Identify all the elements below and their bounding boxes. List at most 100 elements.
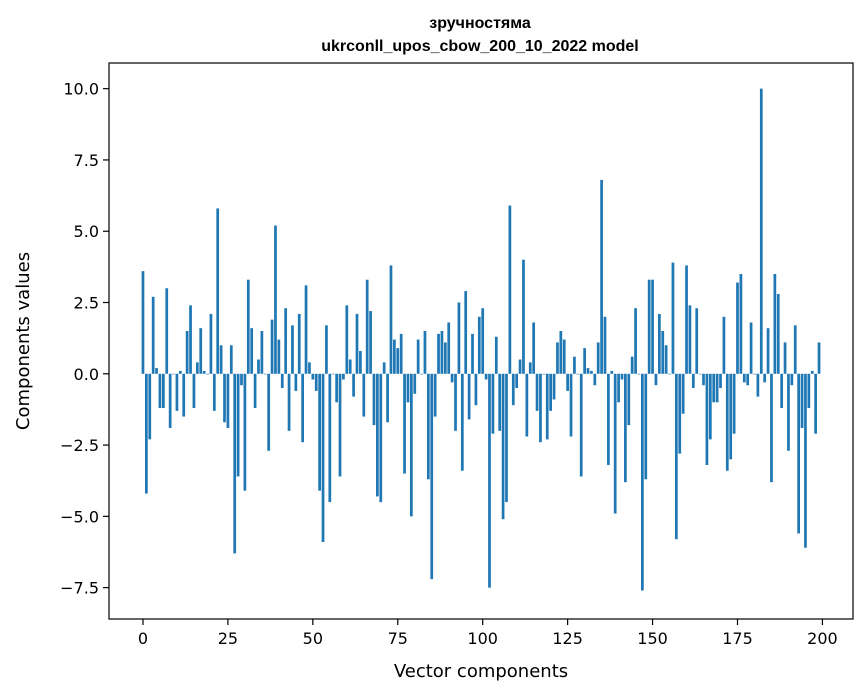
bar xyxy=(348,359,352,374)
bar xyxy=(637,373,641,375)
bar xyxy=(494,336,498,374)
bar xyxy=(749,322,753,374)
bar xyxy=(212,373,216,411)
bar xyxy=(246,279,250,374)
bar xyxy=(593,373,597,386)
bar xyxy=(420,373,423,375)
bar xyxy=(719,373,722,389)
bar xyxy=(423,331,427,374)
bar xyxy=(240,373,243,386)
bar xyxy=(559,331,563,374)
y-tick-label: 0.0 xyxy=(74,365,99,384)
bar xyxy=(369,311,372,374)
x-tick-label: 75 xyxy=(388,629,408,648)
bar xyxy=(199,328,203,374)
bar xyxy=(698,373,702,375)
bar xyxy=(426,373,430,480)
bar xyxy=(457,302,461,374)
bar xyxy=(576,373,580,375)
bar xyxy=(145,373,148,494)
bar xyxy=(549,373,552,411)
bar xyxy=(691,373,695,389)
bar xyxy=(732,373,736,434)
bar xyxy=(607,373,610,466)
bar xyxy=(355,313,359,374)
bar xyxy=(634,308,637,374)
bar xyxy=(715,373,719,403)
bar xyxy=(511,373,515,406)
x-tick-label: 150 xyxy=(637,629,668,648)
bar xyxy=(654,373,658,386)
bar xyxy=(562,339,566,374)
bar xyxy=(376,373,379,497)
bar xyxy=(277,339,281,374)
bar xyxy=(141,271,145,374)
bar xyxy=(345,305,349,374)
bar xyxy=(284,308,288,374)
bar xyxy=(467,373,471,420)
bar xyxy=(484,373,488,380)
bar xyxy=(243,373,247,491)
bar xyxy=(291,325,294,374)
bar xyxy=(182,373,186,417)
bar xyxy=(301,373,304,443)
bar xyxy=(389,265,393,374)
y-tick-label: 5.0 xyxy=(74,222,99,241)
bar xyxy=(804,373,807,548)
bar xyxy=(708,373,712,440)
bar xyxy=(773,273,777,374)
bar xyxy=(814,373,817,434)
bar xyxy=(610,370,614,374)
bar xyxy=(260,331,264,374)
bar xyxy=(410,373,413,517)
bar xyxy=(569,373,573,437)
bar xyxy=(304,285,308,374)
bar xyxy=(579,373,583,477)
bar xyxy=(399,333,403,374)
x-tick-label: 100 xyxy=(467,629,498,648)
bar xyxy=(206,373,209,375)
bar xyxy=(440,331,444,374)
bar xyxy=(219,345,223,374)
bar xyxy=(505,373,508,503)
bar xyxy=(172,373,175,375)
bar xyxy=(797,373,800,534)
bar xyxy=(342,373,345,380)
bar xyxy=(335,373,338,403)
y-axis-ticks: −7.5 −5.0 −2.5 0.0 2.5 5.0 7.5 10.0 xyxy=(60,80,109,598)
bar xyxy=(257,359,260,374)
bar xyxy=(753,373,756,375)
x-tick-label: 200 xyxy=(807,629,838,648)
bar xyxy=(464,291,468,374)
bar xyxy=(151,296,155,374)
bar xyxy=(528,362,532,374)
bar xyxy=(681,373,685,414)
bar xyxy=(644,373,648,480)
bar xyxy=(328,373,332,503)
bar xyxy=(651,279,654,374)
bar xyxy=(742,373,746,383)
bar xyxy=(515,373,519,389)
bar xyxy=(664,345,668,374)
bar xyxy=(437,333,440,374)
bar xyxy=(416,339,420,374)
bar xyxy=(250,328,254,374)
bar xyxy=(379,373,383,503)
y-tick-label: 7.5 xyxy=(74,151,99,170)
bar xyxy=(556,342,559,374)
bar xyxy=(620,373,624,380)
bar xyxy=(590,370,593,374)
bar xyxy=(522,259,525,374)
bar xyxy=(695,308,699,374)
bar xyxy=(382,362,386,374)
bar xyxy=(331,373,335,375)
bar xyxy=(712,373,716,403)
bar xyxy=(155,368,158,374)
bar xyxy=(586,368,590,374)
bar xyxy=(685,265,688,374)
bar xyxy=(759,88,763,374)
bar xyxy=(267,373,271,451)
bar xyxy=(627,373,631,426)
bar xyxy=(168,373,172,428)
bar xyxy=(481,308,485,374)
